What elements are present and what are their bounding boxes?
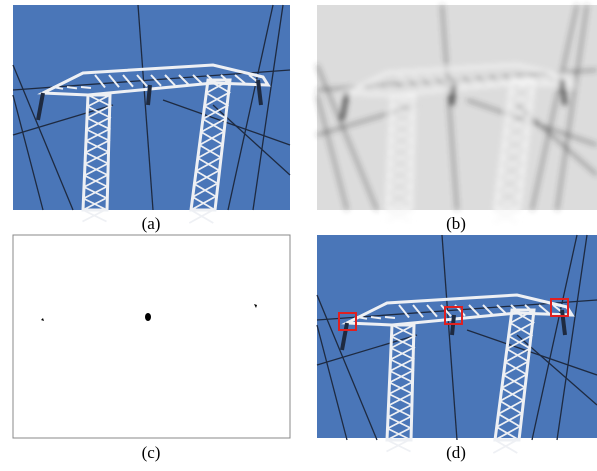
panel-label: (d) [446, 443, 466, 462]
panel-label: (c) [142, 443, 161, 462]
panel-label: (a) [142, 214, 161, 233]
figure: (a) (b) (c) (d) [0, 0, 597, 466]
brace [371, 317, 381, 318]
panel-c-image [13, 235, 290, 438]
panel-label: (b) [446, 214, 466, 233]
brace [385, 317, 395, 318]
brace [81, 87, 91, 88]
page: (a) (b) (c) (d) (() => { const data = JS… [0, 0, 597, 471]
panel-b-image [317, 5, 597, 223]
sky [13, 5, 290, 210]
panel-a-image [13, 5, 290, 223]
brace [371, 87, 381, 88]
insulator [148, 85, 150, 105]
insulator [452, 85, 454, 105]
brace [67, 87, 77, 88]
panel-d-image [317, 235, 597, 453]
brace [385, 87, 395, 88]
